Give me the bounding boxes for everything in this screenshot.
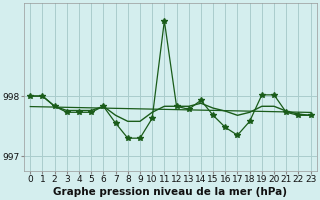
X-axis label: Graphe pression niveau de la mer (hPa): Graphe pression niveau de la mer (hPa) (53, 187, 287, 197)
